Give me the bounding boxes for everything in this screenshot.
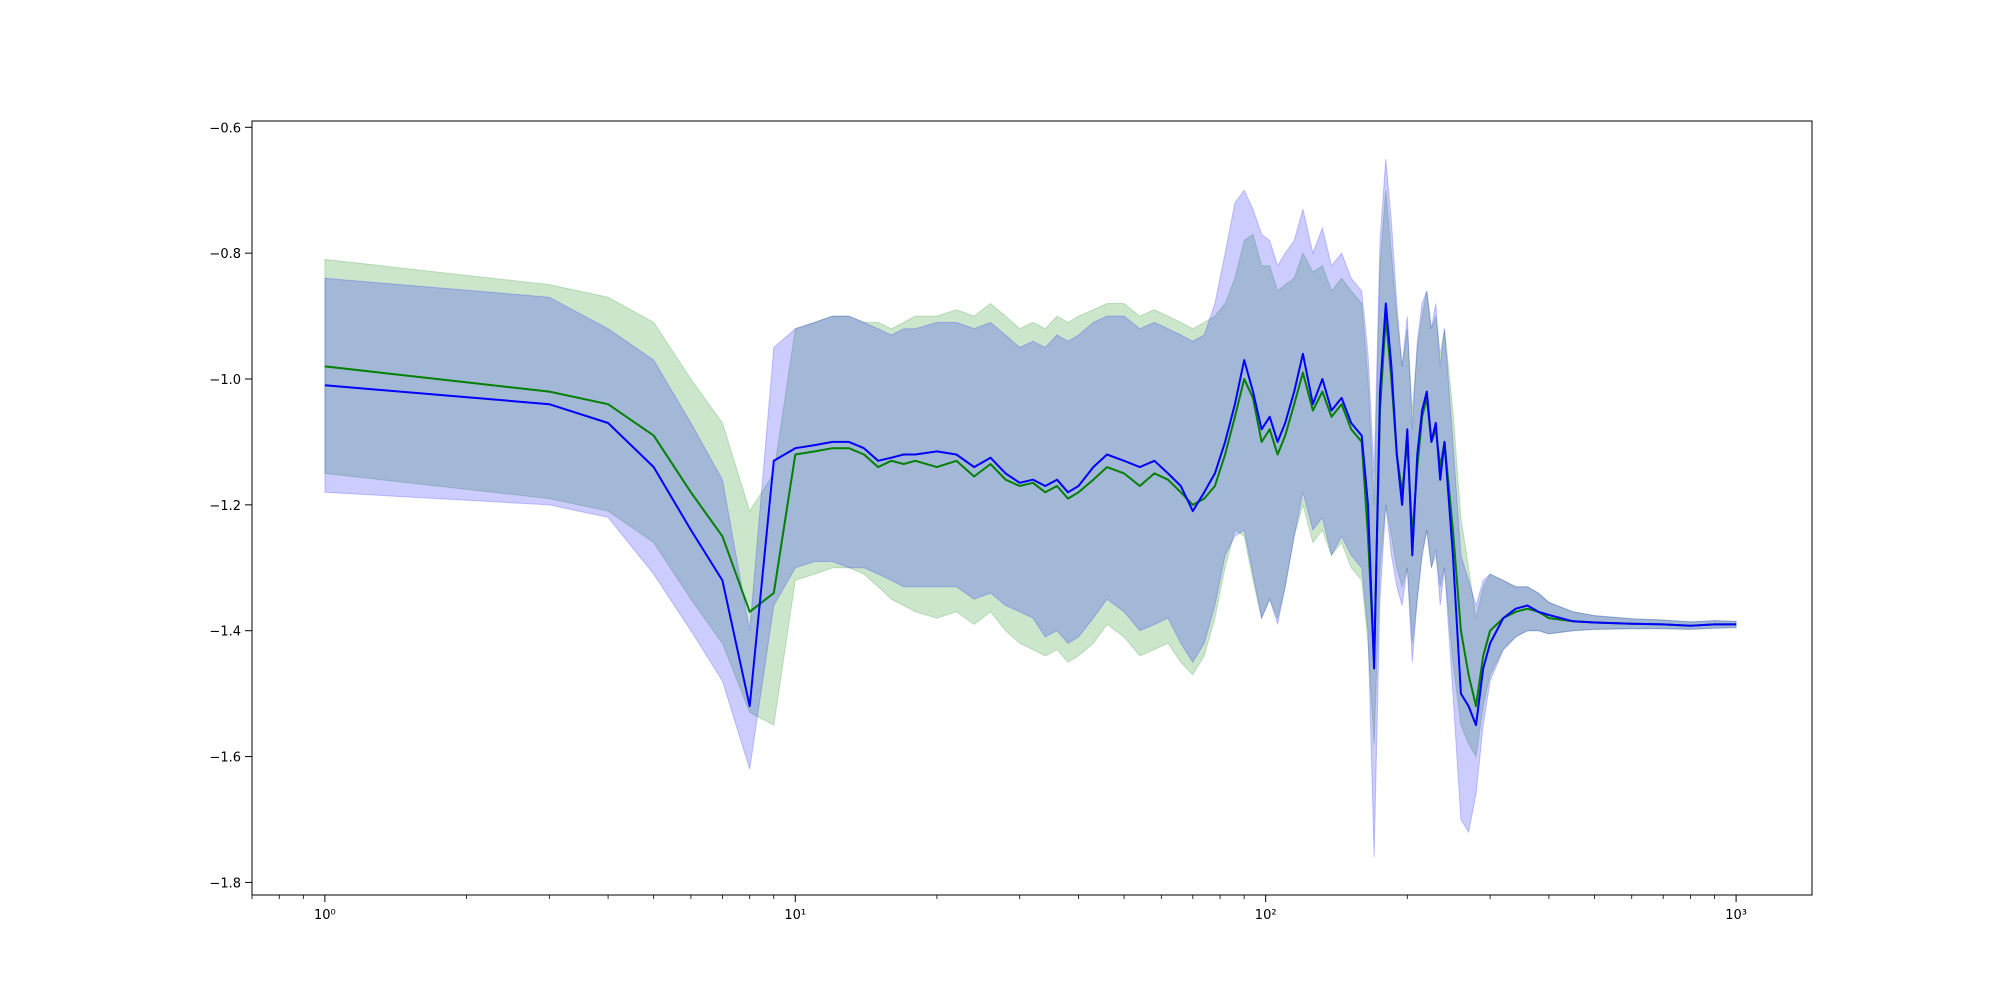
x-tick-label: 10² — [1255, 908, 1277, 923]
y-tick-label: −1.6 — [209, 751, 241, 766]
x-tick-label: 10³ — [1725, 908, 1747, 923]
y-tick-label: −0.6 — [209, 121, 241, 136]
series-2-line — [324, 302, 1737, 727]
series-1-line — [324, 315, 1737, 708]
y-tick-label: −1.8 — [209, 876, 241, 891]
y-tick-label: −1.0 — [209, 373, 241, 388]
y-axis: −0.6 −0.8 −1.0 −1.2 −1.4 −1.6 −1.8 — [209, 121, 252, 891]
y-tick-label: −0.8 — [209, 247, 241, 262]
y-tick-label: −1.2 — [209, 499, 241, 514]
x-tick-label: 10¹ — [784, 908, 806, 923]
plot-area-frame — [251, 120, 1813, 896]
y-tick-label: −1.4 — [209, 625, 241, 640]
x-axis: 10⁰ 10¹ 10² 10³ — [251, 895, 1747, 923]
series-lines — [324, 302, 1737, 727]
x-tick-label: 10⁰ — [314, 908, 336, 923]
